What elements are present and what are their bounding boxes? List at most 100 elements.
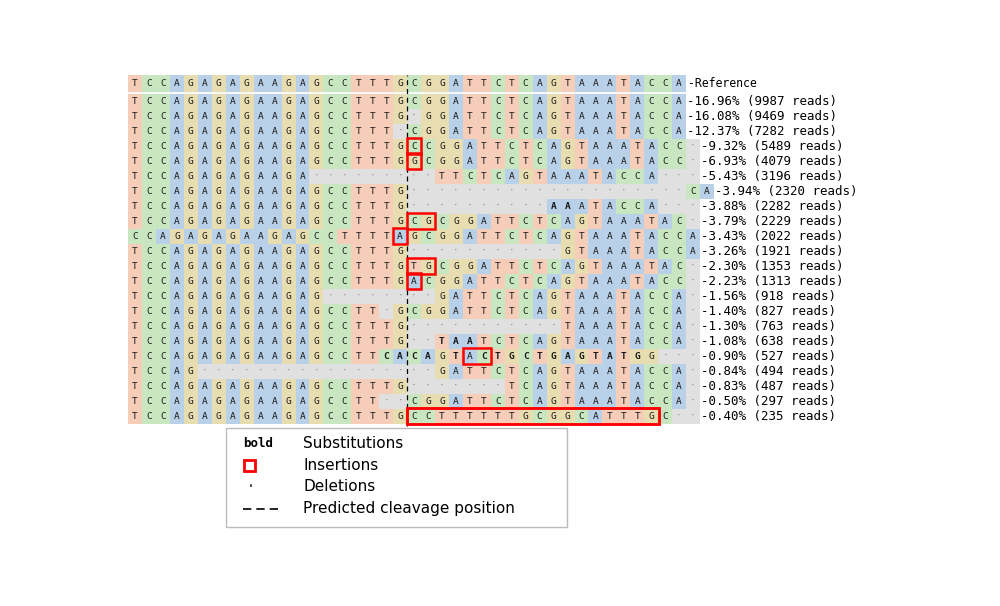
Text: C: C — [160, 292, 166, 301]
Bar — [602, 364, 616, 379]
Bar — [240, 214, 254, 229]
Text: G: G — [425, 217, 431, 226]
Text: T: T — [411, 262, 417, 271]
Bar — [435, 75, 449, 92]
Bar — [184, 139, 198, 154]
Text: G: G — [453, 262, 459, 271]
Text: G: G — [286, 157, 291, 166]
Bar — [463, 214, 477, 229]
Text: A: A — [676, 97, 682, 106]
Text: ·: · — [495, 187, 501, 196]
Text: G: G — [286, 337, 291, 346]
Bar — [268, 229, 282, 244]
Bar — [365, 319, 379, 334]
Bar — [463, 259, 477, 274]
Bar — [226, 109, 240, 124]
Text: G: G — [425, 262, 431, 271]
Bar — [547, 289, 561, 304]
Bar — [393, 259, 407, 274]
Bar — [463, 274, 477, 289]
Text: T: T — [481, 79, 487, 88]
Bar — [309, 259, 323, 274]
Text: A: A — [230, 202, 236, 211]
Bar — [407, 199, 421, 214]
Text: A: A — [258, 382, 264, 391]
Bar — [407, 139, 421, 154]
Text: C: C — [146, 412, 152, 421]
Bar — [128, 274, 142, 289]
Text: A: A — [258, 202, 264, 211]
Text: G: G — [565, 412, 570, 421]
Bar — [184, 274, 198, 289]
Bar — [226, 124, 240, 139]
Text: A: A — [676, 367, 682, 376]
Text: T: T — [132, 322, 138, 331]
Text: T: T — [620, 127, 626, 136]
Text: A: A — [551, 232, 556, 241]
Bar — [421, 199, 435, 214]
Text: C: C — [328, 337, 333, 346]
Text: A: A — [579, 79, 584, 88]
Bar — [505, 169, 519, 184]
Bar — [337, 139, 351, 154]
Text: ·: · — [425, 322, 431, 331]
Text: ·: · — [439, 202, 445, 211]
Bar — [547, 124, 561, 139]
Bar — [198, 319, 212, 334]
Text: A: A — [174, 217, 180, 226]
Text: C: C — [328, 97, 333, 106]
Bar — [672, 379, 686, 394]
Text: T: T — [132, 187, 138, 196]
Text: ·: · — [383, 172, 389, 181]
Text: A: A — [537, 397, 542, 406]
Text: ·: · — [537, 322, 542, 331]
Text: A: A — [202, 382, 208, 391]
Bar — [156, 94, 170, 109]
Bar — [379, 154, 393, 169]
Text: ·: · — [258, 367, 264, 376]
Bar — [226, 169, 240, 184]
Bar — [309, 304, 323, 319]
Bar — [282, 394, 296, 409]
Text: A: A — [397, 232, 403, 241]
Text: C: C — [341, 337, 347, 346]
Text: ·: · — [676, 187, 682, 196]
Bar — [309, 244, 323, 259]
Text: ·: · — [565, 187, 570, 196]
Bar — [644, 334, 658, 349]
Text: C: C — [328, 202, 333, 211]
Text: C: C — [160, 202, 166, 211]
Text: A: A — [509, 172, 515, 181]
Bar — [533, 229, 547, 244]
Bar — [449, 409, 463, 424]
Bar — [198, 409, 212, 424]
Bar — [128, 259, 142, 274]
Bar — [644, 319, 658, 334]
Bar — [463, 184, 477, 199]
Bar — [156, 229, 170, 244]
Text: C: C — [648, 382, 654, 391]
Text: C: C — [537, 232, 542, 241]
Text: A: A — [230, 412, 236, 421]
Bar — [491, 289, 505, 304]
Bar — [393, 124, 407, 139]
Text: A: A — [537, 367, 542, 376]
Text: T: T — [439, 337, 445, 346]
Text: C: C — [523, 382, 529, 391]
Text: A: A — [676, 382, 682, 391]
Text: ·: · — [537, 187, 542, 196]
Bar — [240, 409, 254, 424]
Text: G: G — [188, 202, 194, 211]
Text: G: G — [565, 247, 570, 256]
Text: G: G — [453, 277, 459, 286]
Text: A: A — [634, 337, 640, 346]
Text: A: A — [272, 157, 277, 166]
Bar — [240, 229, 254, 244]
Bar — [630, 75, 644, 92]
Bar — [282, 124, 296, 139]
Bar — [240, 319, 254, 334]
Text: G: G — [411, 232, 417, 241]
Bar — [602, 75, 616, 92]
Bar — [421, 379, 435, 394]
Bar — [142, 274, 156, 289]
